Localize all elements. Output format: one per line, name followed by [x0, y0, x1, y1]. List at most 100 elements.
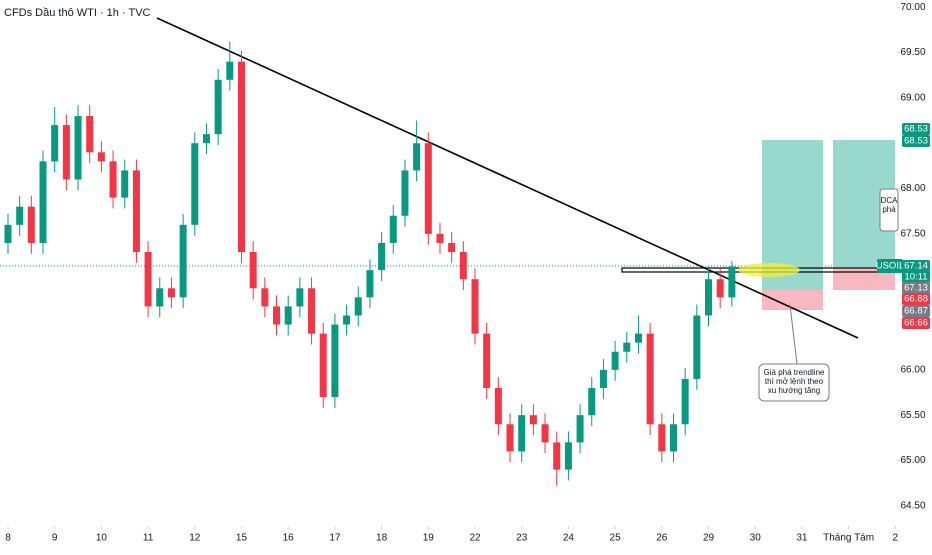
- candle-body: [623, 342, 631, 352]
- y-tick-label: 65.50: [900, 410, 925, 421]
- candle-body: [564, 442, 572, 470]
- candle-body: [39, 161, 47, 243]
- annotation: thì mở lệnh theo: [765, 377, 824, 386]
- candle-body: [51, 125, 59, 162]
- candle-body: [646, 333, 654, 425]
- price-badge-bg: [902, 135, 930, 147]
- drawings: [0, 17, 899, 402]
- candle-body: [599, 369, 607, 388]
- candle-body: [366, 270, 374, 298]
- price-badge-bg: [902, 260, 930, 272]
- candle-body: [132, 170, 140, 253]
- price-badge-bg: [902, 271, 930, 283]
- annotation: Giá phá trendline: [764, 368, 825, 377]
- x-tick-label: 2: [893, 533, 899, 544]
- candle-body: [693, 315, 701, 379]
- candle-body: [261, 288, 269, 307]
- price-badge: 10:11: [904, 272, 927, 283]
- callout-box: [758, 363, 830, 402]
- x-tick-label: 10: [96, 533, 108, 544]
- candle-body: [541, 424, 549, 443]
- x-tick-label: 12: [189, 533, 201, 544]
- x-tick-label: 29: [703, 533, 715, 544]
- loss-zone: [762, 290, 823, 310]
- candle-body: [354, 297, 362, 316]
- candle-body: [179, 224, 187, 298]
- candle-body: [202, 134, 210, 144]
- x-tick-label: 23: [516, 533, 528, 544]
- candle-body: [226, 61, 234, 80]
- annotation: phá: [882, 205, 896, 214]
- candle-body: [389, 215, 397, 243]
- candle-body: [728, 266, 736, 298]
- x-tick-label: 19: [423, 533, 435, 544]
- price-badge: 67.13: [904, 283, 928, 294]
- candle-body: [74, 116, 82, 180]
- x-tick-label: 18: [376, 533, 388, 544]
- candle-body: [716, 279, 724, 298]
- candle-body: [319, 333, 327, 398]
- candle-body: [308, 288, 316, 334]
- x-tick-label: Tháng Tám: [823, 533, 874, 544]
- x-tick-label: 17: [329, 533, 341, 544]
- candle-body: [284, 306, 292, 325]
- highlight: [738, 263, 800, 277]
- candle-body: [494, 387, 502, 425]
- candle-body: [448, 242, 456, 253]
- candle-body: [273, 306, 281, 325]
- x-tick-label: 26: [656, 533, 668, 544]
- y-tick-label: 65.00: [900, 455, 925, 466]
- candle-body: [156, 288, 164, 307]
- candle-body: [658, 424, 666, 452]
- price-badge: 66.88: [904, 294, 928, 305]
- x-tick-label: 8: [5, 533, 11, 544]
- x-tick-label: 11: [143, 533, 154, 544]
- candle-body: [378, 242, 386, 271]
- candle-body: [27, 206, 35, 243]
- y-tick-label: 66.00: [900, 365, 925, 376]
- candle-body: [86, 116, 94, 153]
- y-tick-label: 69.00: [900, 93, 925, 104]
- candle-body: [681, 378, 689, 425]
- price-badge-bg: [902, 293, 930, 305]
- candle-body: [16, 206, 24, 225]
- price-badge: 68.53: [904, 136, 928, 147]
- candle-body: [97, 152, 105, 162]
- candle-body: [237, 61, 245, 253]
- candle-body: [483, 333, 491, 388]
- candle-body: [343, 315, 351, 325]
- price-badge-bg: [902, 305, 930, 317]
- candle-body: [296, 288, 304, 307]
- price-badge-bg: [902, 123, 930, 135]
- price-badge-bg: [902, 282, 930, 294]
- candle-body: [611, 351, 619, 370]
- candle-body: [191, 143, 199, 225]
- candle-body: [214, 79, 222, 135]
- annotation: xu hướng tăng: [768, 386, 820, 395]
- x-tick-label: 16: [283, 533, 295, 544]
- candle-body: [121, 170, 129, 198]
- y-tick-label: 69.50: [900, 47, 925, 58]
- candle-body: [249, 252, 257, 289]
- y-tick-label: 70.00: [900, 2, 925, 13]
- candle-body: [436, 233, 444, 243]
- symbol-badge-bg: [877, 259, 903, 273]
- candle-body: [62, 125, 70, 180]
- y-tick-label: 68.00: [900, 183, 925, 194]
- candle-body: [109, 161, 117, 198]
- callout-box: [879, 188, 899, 232]
- x-tick-label: 15: [236, 533, 248, 544]
- x-tick-label: 9: [52, 533, 58, 544]
- price-badge: 66.87: [904, 306, 928, 317]
- candle-body: [401, 170, 409, 216]
- candle-body: [424, 143, 432, 234]
- candle-body: [144, 252, 152, 307]
- trendline: [156, 17, 859, 339]
- candle-body: [413, 143, 421, 171]
- chart-title: CFDs Dầu thô WTI · 1h · TVC: [4, 7, 151, 19]
- candle-body: [4, 224, 12, 243]
- y-tick-label: 64.50: [900, 500, 925, 511]
- x-tick-label: 24: [563, 533, 575, 544]
